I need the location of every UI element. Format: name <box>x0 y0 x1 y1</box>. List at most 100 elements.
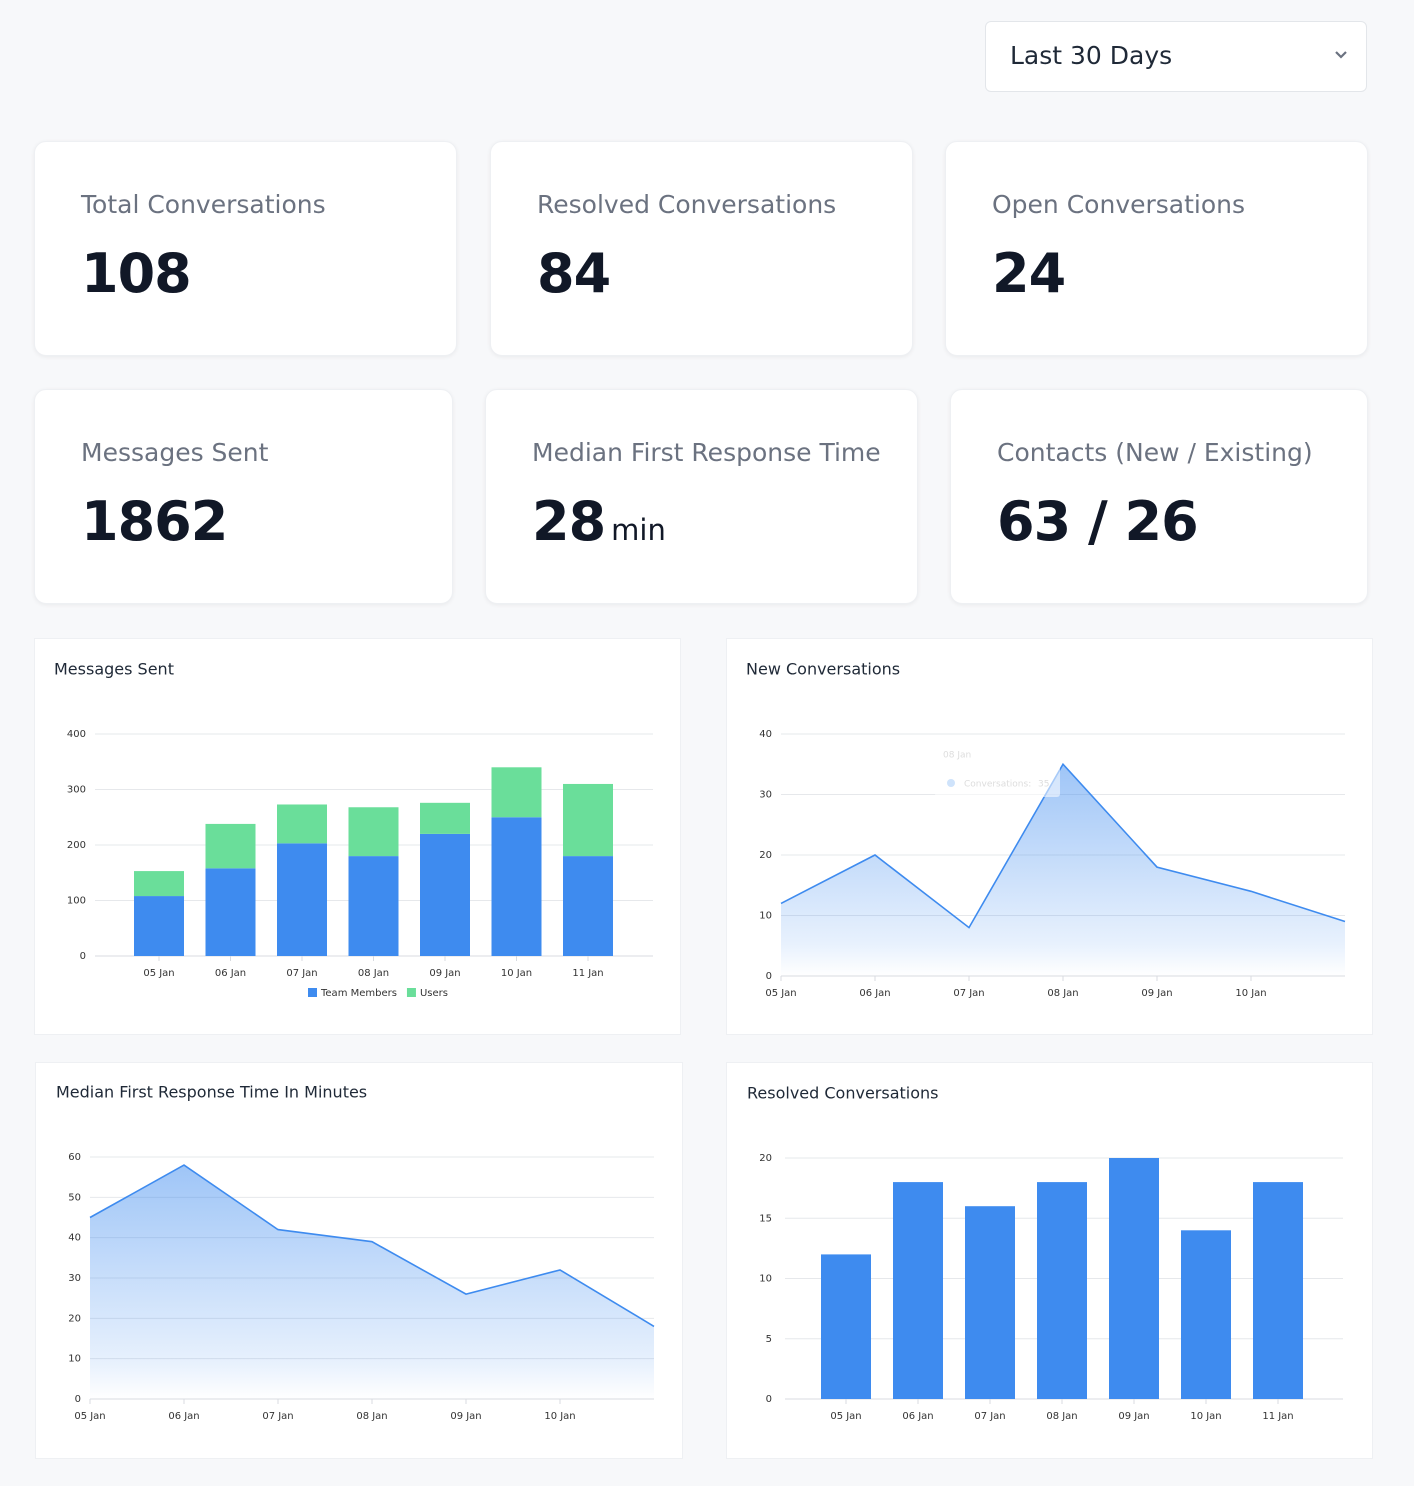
stat-value: 24 <box>992 242 1066 305</box>
x-tick-label: 10 Jan <box>544 1411 575 1422</box>
stat-card: Resolved Conversations 84 <box>490 141 913 356</box>
stat-unit: min <box>611 513 666 547</box>
stat-value: 108 <box>81 242 192 305</box>
bar-segment <box>205 868 256 956</box>
stat-card: Open Conversations 24 <box>945 141 1368 356</box>
legend-swatch <box>406 988 416 997</box>
area <box>90 1165 654 1399</box>
x-tick-label: 09 Jan <box>1118 1411 1149 1422</box>
x-tick-label: 07 Jan <box>286 968 317 979</box>
tooltip-box <box>935 742 1060 797</box>
x-tick-label: 11 Jan <box>572 968 603 979</box>
y-tick-label: 5 <box>766 1334 772 1345</box>
y-tick-label: 40 <box>759 729 772 740</box>
bar <box>1037 1182 1087 1399</box>
stat-value: 1862 <box>81 490 228 553</box>
tooltip-label: Conversations: <box>964 780 1031 790</box>
y-tick-label: 50 <box>68 1192 81 1203</box>
y-tick-label: 10 <box>759 1274 772 1285</box>
chart-title: Messages Sent <box>54 660 174 679</box>
bar-segment <box>348 856 399 956</box>
y-tick-label: 200 <box>67 840 86 851</box>
bar <box>893 1182 943 1399</box>
stat-title: Open Conversations <box>992 190 1246 219</box>
y-tick-label: 0 <box>766 1394 772 1405</box>
bar-segment <box>134 896 184 956</box>
stat-number: 63 <box>997 490 1071 553</box>
y-tick-label: 10 <box>68 1354 81 1365</box>
tooltip-value: 35 <box>1038 780 1049 790</box>
tooltip-dot <box>947 779 955 787</box>
bar-segment <box>277 843 327 956</box>
bar-segment <box>563 783 613 857</box>
stat-card: Total Conversations 108 <box>34 141 457 356</box>
x-tick-label: 06 Jan <box>859 988 890 999</box>
bar-segment <box>205 823 256 869</box>
stat-title: Resolved Conversations <box>537 190 837 219</box>
line <box>780 762 1346 929</box>
stat-number: 26 <box>1124 490 1199 553</box>
line <box>89 1164 655 1328</box>
y-tick-label: 30 <box>759 790 772 801</box>
stat-card: Messages Sent 1862 <box>34 389 453 604</box>
bar <box>821 1254 871 1399</box>
y-tick-label: 100 <box>67 896 86 907</box>
y-tick-label: 15 <box>759 1213 772 1224</box>
x-tick-label: 06 Jan <box>902 1411 933 1422</box>
x-tick-label: 05 Jan <box>74 1411 105 1422</box>
area <box>781 764 1345 976</box>
legend-label: Team Members <box>320 988 397 999</box>
x-tick-label: 06 Jan <box>215 968 246 979</box>
x-tick-label: 09 Jan <box>1141 988 1172 999</box>
y-tick-label: 0 <box>766 971 772 982</box>
bar-segment <box>491 767 542 818</box>
stat-title: Messages Sent <box>81 438 269 467</box>
stat-title: Contacts (New / Existing) <box>997 438 1313 467</box>
stat-separator: / <box>1087 490 1108 553</box>
y-tick-label: 30 <box>68 1273 81 1284</box>
x-tick-label: 07 Jan <box>262 1411 293 1422</box>
x-tick-label: 08 Jan <box>1046 1411 1077 1422</box>
stat-card: Contacts (New / Existing) 63 / 26 <box>950 389 1368 604</box>
y-tick-label: 40 <box>68 1233 81 1244</box>
stat-title: Total Conversations <box>81 190 326 219</box>
x-tick-label: 10 Jan <box>1235 988 1266 999</box>
bar-segment <box>420 833 470 956</box>
chart-title: Resolved Conversations <box>747 1084 938 1103</box>
y-tick-label: 0 <box>80 951 86 962</box>
stat-title: Median First Response Time <box>532 438 881 467</box>
x-tick-label: 11 Jan <box>1262 1411 1293 1422</box>
date-range-dropdown[interactable]: Last 30 Days <box>985 21 1367 92</box>
y-tick-label: 300 <box>67 785 86 796</box>
stat-number: 28 <box>532 490 606 553</box>
x-tick-label: 05 Jan <box>765 988 796 999</box>
y-tick-label: 0 <box>75 1394 81 1405</box>
bar <box>1253 1182 1303 1399</box>
bar <box>1181 1230 1231 1399</box>
y-tick-label: 20 <box>759 850 772 861</box>
y-tick-label: 400 <box>67 729 86 740</box>
stat-value: 63 / 26 <box>997 490 1199 553</box>
x-tick-label: 06 Jan <box>168 1411 199 1422</box>
dropdown-label: Last 30 Days <box>1010 41 1173 70</box>
chevron-icon <box>1335 51 1347 59</box>
x-tick-label: 10 Jan <box>1190 1411 1221 1422</box>
y-tick-label: 20 <box>68 1313 81 1324</box>
bar-segment <box>491 817 542 956</box>
chart-title: Median First Response Time In Minutes <box>56 1083 367 1102</box>
x-tick-label: 07 Jan <box>953 988 984 999</box>
bar-segment <box>277 804 327 844</box>
x-tick-label: 08 Jan <box>1047 988 1078 999</box>
y-tick-label: 60 <box>68 1152 81 1163</box>
x-tick-label: 05 Jan <box>143 968 174 979</box>
y-tick-label: 10 <box>759 911 772 922</box>
bar-segment <box>348 807 399 857</box>
legend-swatch <box>308 988 317 997</box>
x-tick-label: 10 Jan <box>501 968 532 979</box>
x-tick-label: 09 Jan <box>429 968 460 979</box>
bar-segment <box>134 871 184 897</box>
chart-title: New Conversations <box>746 660 900 679</box>
stat-value: 28 min <box>532 490 666 553</box>
